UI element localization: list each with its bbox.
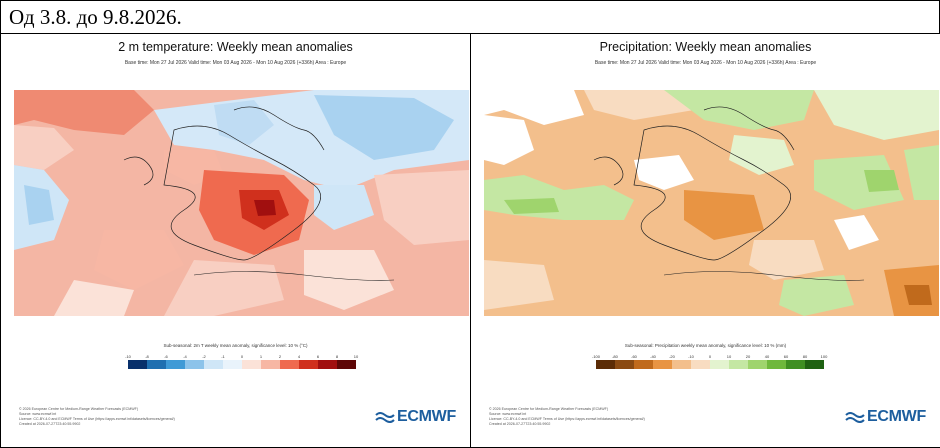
colorbar-swatch [596,360,615,369]
temperature-map-title: 2 m temperature: Weekly mean anomalies [118,40,353,54]
colorbar-tick: 8 [335,354,339,359]
colorbar-swatch [299,360,318,369]
colorbar-swatch [242,360,261,369]
footer-line: © 2026 European Centre for Medium-Range … [19,407,139,411]
footer-line: Source: www.ecmwf.int [489,412,527,416]
colorbar-swatch [280,360,299,369]
date-range-title: Од 3.8. до 9.8.2026. [9,5,182,29]
colorbar-tick: 10 [353,354,359,359]
temperature-colorbar-label: Sub-seasonal: 2m T weekly mean anomaly, … [163,343,308,348]
footer-line: Created at 2026-07-27T23:40:55.9902 [489,422,551,426]
colorbar-tick: 0 [708,354,712,359]
colorbar-tick: 2 [278,354,282,359]
temperature-map-subtitle: Base time: Mon 27 Jul 2026 Valid time: M… [124,60,347,66]
colorbar-tick: -20 [669,354,675,359]
colorbar-swatch [786,360,805,369]
colorbar-swatch [166,360,185,369]
footer-line: Licence: CC-BY-4.0 and ECMWF Terms of Us… [489,417,645,421]
ecmwf-logo-text: ECMWF [867,408,926,425]
colorbar-swatch [710,360,729,369]
precipitation-anomaly-map [484,90,939,316]
colorbar-tick: 40 [764,354,770,359]
colorbar-tick: 6 [316,354,320,359]
colorbar-tick: 1 [259,354,263,359]
colorbar-tick: -8 [145,354,149,359]
precipitation-map-title: Precipitation: Weekly mean anomalies [599,40,812,54]
colorbar-swatch [729,360,748,369]
temperature-anomaly-map [14,90,469,316]
precipitation-colorbar-label: Sub-seasonal: Precipitation weekly mean … [624,343,787,348]
colorbar-swatch [337,360,356,369]
colorbar-tick: -80 [612,354,618,359]
colorbar-swatch [653,360,672,369]
title-row: Од 3.8. до 9.8.2026. [1,1,939,34]
temperature-colorbar-ticks: -10 -8 -6 -4 -2 -1 0 1 2 4 6 8 10 [125,354,359,360]
colorbar-swatch [223,360,242,369]
ecmwf-logo-text: ECMWF [397,408,456,425]
temperature-panel: 2 m temperature: Weekly mean anomalies B… [1,34,470,447]
footer-line: © 2026 European Centre for Medium-Range … [489,407,609,411]
colorbar-swatch [147,360,166,369]
precipitation-panel: Precipitation: Weekly mean anomalies Bas… [471,34,940,447]
ecmwf-wave-icon [375,412,395,423]
colorbar-tick: -1 [221,354,225,359]
colorbar-tick: -60 [631,354,637,359]
ecmwf-wave-icon [845,412,865,423]
temperature-footer: © 2026 European Centre for Medium-Range … [19,407,175,427]
footer-line: Source: www.ecmwf.int [19,412,57,416]
colorbar-swatch [204,360,223,369]
colorbar-swatch [672,360,691,369]
column-divider [470,34,471,447]
ecmwf-logo: ECMWF [375,408,456,425]
colorbar-tick: -4 [183,354,187,359]
colorbar-tick: 80 [802,354,808,359]
colorbar-swatch [128,360,147,369]
colorbar-swatch [748,360,767,369]
colorbar-tick: 100 [820,354,828,359]
colorbar-tick: 4 [297,354,301,359]
colorbar-tick: -10 [688,354,694,359]
colorbar-swatch [805,360,824,369]
colorbar-swatch [767,360,786,369]
precipitation-footer: © 2026 European Centre for Medium-Range … [489,407,645,427]
precipitation-colorbar [596,360,824,369]
colorbar-tick: 20 [745,354,751,359]
colorbar-tick: -40 [650,354,656,359]
precipitation-colorbar-ticks: -100 -80 -60 -40 -20 -10 0 10 20 40 60 8… [592,354,827,360]
colorbar-swatch [185,360,204,369]
colorbar-tick: -100 [591,354,601,359]
colorbar-swatch [261,360,280,369]
precipitation-map-subtitle: Base time: Mon 27 Jul 2026 Valid time: M… [594,60,817,66]
colorbar-tick: 10 [726,354,732,359]
colorbar-swatch [691,360,710,369]
footer-line: Licence: CC-BY-4.0 and ECMWF Terms of Us… [19,417,175,421]
ecmwf-logo: ECMWF [845,408,926,425]
colorbar-tick: -2 [202,354,206,359]
colorbar-swatch [634,360,653,369]
footer-line: Created at 2026-07-27T23:40:55.9902 [19,422,81,426]
colorbar-tick: -6 [164,354,168,359]
colorbar-swatch [318,360,337,369]
colorbar-tick: 0 [240,354,244,359]
colorbar-tick: -10 [125,354,131,359]
temperature-colorbar [128,360,356,369]
colorbar-tick: 60 [783,354,789,359]
colorbar-swatch [615,360,634,369]
